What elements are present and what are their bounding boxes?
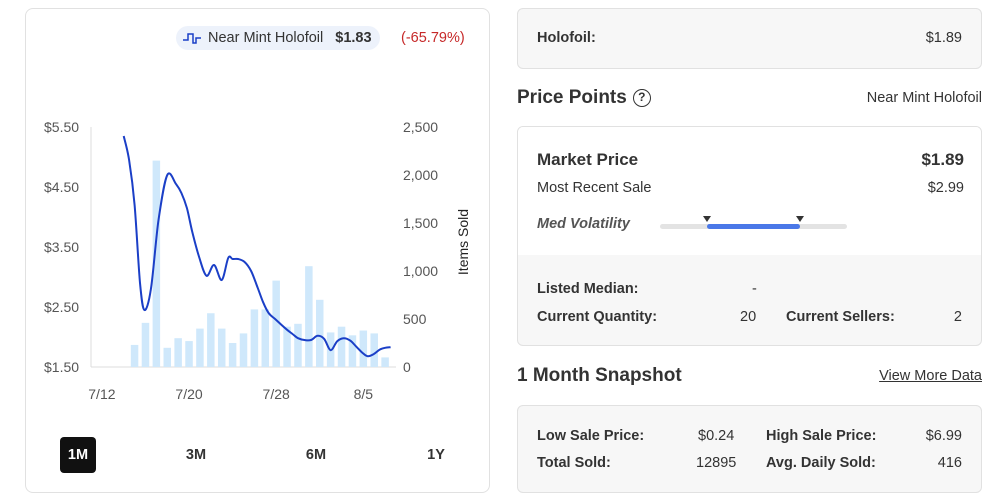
price-points-card: Market Price $1.89 Most Recent Sale $2.9… [517, 126, 982, 346]
x-tick-label: 7/20 [175, 386, 202, 402]
y-tick-label-right: 500 [403, 311, 427, 327]
volume-bar [196, 328, 204, 367]
y-tick-label-left: $1.50 [44, 359, 79, 375]
total-sold-label: Total Sold: [537, 455, 611, 471]
y-tick-label-right: 1,500 [403, 215, 438, 231]
volume-bar [185, 341, 193, 367]
legend-change: (-65.79%) [401, 30, 465, 46]
volume-bar [228, 343, 237, 367]
volume-bar [130, 344, 139, 367]
volume-bar [174, 338, 182, 367]
y-tick-label-left: $2.50 [44, 299, 79, 315]
y-tick-label-right: 2,000 [403, 167, 438, 183]
volatility-bar-fill [706, 224, 801, 229]
low-sale-label: Low Sale Price: [537, 428, 645, 444]
volume-bar [370, 333, 378, 367]
volume-bar [239, 333, 248, 367]
range-tab-1y[interactable]: 1Y [427, 447, 445, 463]
volatility-marker-low [702, 216, 711, 222]
current-sellers-label: Current Sellers: [786, 309, 895, 325]
y-axis-label-right: Items Sold [455, 209, 471, 275]
volume-bar [152, 160, 161, 367]
avg-daily-sold-value: 416 [937, 455, 962, 471]
x-tick-label: 7/28 [263, 386, 290, 402]
volume-bar [305, 266, 313, 367]
recent-sale-label: Most Recent Sale [537, 180, 652, 196]
recent-sale-value: $2.99 [927, 180, 964, 196]
legend-name: Near Mint Holofoil [208, 30, 324, 46]
y-tick-label-left: $5.50 [44, 119, 79, 135]
y-tick-label-right: 2,500 [403, 119, 438, 135]
y-tick-label-right: 1,000 [403, 263, 438, 279]
volatility-label: Med Volatility [537, 216, 630, 232]
volume-bar [348, 335, 357, 367]
market-price-label: Market Price [537, 150, 639, 169]
current-sellers-value: 2 [953, 309, 962, 325]
volume-bar [272, 280, 280, 367]
volume-bar [337, 326, 346, 367]
y-tick-label-right: 0 [403, 359, 411, 375]
price-line [122, 135, 391, 358]
current-quantity-value: 20 [740, 309, 757, 325]
holofoil-label: Holofoil: [537, 30, 596, 46]
legend-item[interactable]: Near Mint Holofoil $1.83 [176, 26, 380, 50]
view-more-data-link[interactable]: View More Data [879, 368, 982, 384]
range-tab-1m[interactable]: 1M [60, 437, 96, 473]
listed-median-value: - [752, 281, 757, 297]
volume-bar [261, 309, 270, 367]
holofoil-value: $1.89 [925, 30, 962, 46]
avg-daily-sold-label: Avg. Daily Sold: [766, 455, 876, 471]
total-sold-value: 12895 [696, 455, 737, 471]
y-tick-label-left: $3.50 [44, 239, 79, 255]
price-history-chart: $5.50 $4.50 $3.50 $2.50 $1.50 2,500 2,000 1,500… [44, 119, 471, 402]
legend-price: $1.83 [335, 30, 372, 46]
volume-bar [283, 326, 291, 367]
price-points-title: Price Points? [517, 87, 651, 109]
price-points-variant: Near Mint Holofoil [866, 90, 982, 106]
volume-bar [250, 309, 259, 367]
volatility-bar [660, 216, 847, 229]
range-tab-3m[interactable]: 3M [185, 447, 207, 463]
volatility-marker-high [796, 216, 805, 222]
volume-bar [163, 347, 171, 367]
snapshot-title: 1 Month Snapshot [517, 365, 682, 386]
volume-bar [381, 357, 389, 367]
range-tab-6m[interactable]: 6M [305, 447, 327, 463]
price-points-title-text: Price Points [517, 87, 627, 108]
x-tick-label: 7/12 [88, 386, 115, 402]
y-tick-label-left: $4.50 [44, 179, 79, 195]
price-history-card: $5.50 $4.50 $3.50 $2.50 $1.50 2,500 2,000 1,500… [25, 8, 490, 493]
market-price-value: $1.89 [921, 150, 964, 169]
volume-bar [207, 313, 215, 367]
help-icon[interactable]: ? [632, 89, 651, 107]
high-sale-label: High Sale Price: [766, 428, 877, 444]
volume-bar [359, 330, 368, 367]
range-tabs: 1M 3M 6M 1Y [60, 437, 480, 473]
snapshot-card: Low Sale Price: $0.24 High Sale Price: $… [517, 405, 982, 493]
x-tick-label: 8/5 [354, 386, 374, 402]
listed-median-label: Listed Median: [537, 281, 639, 297]
volume-bar [294, 323, 302, 367]
volume-bar [316, 299, 324, 367]
volume-bar [141, 322, 150, 367]
price-points-top: Market Price $1.89 Most Recent Sale $2.9… [518, 127, 981, 255]
high-sale-value: $6.99 [925, 428, 962, 444]
pulse-icon [183, 33, 201, 44]
current-quantity-label: Current Quantity: [537, 309, 658, 325]
holofoil-summary-card: Holofoil: $1.89 [517, 8, 982, 69]
low-sale-value: $0.24 [698, 428, 735, 444]
volume-bar [217, 328, 226, 367]
